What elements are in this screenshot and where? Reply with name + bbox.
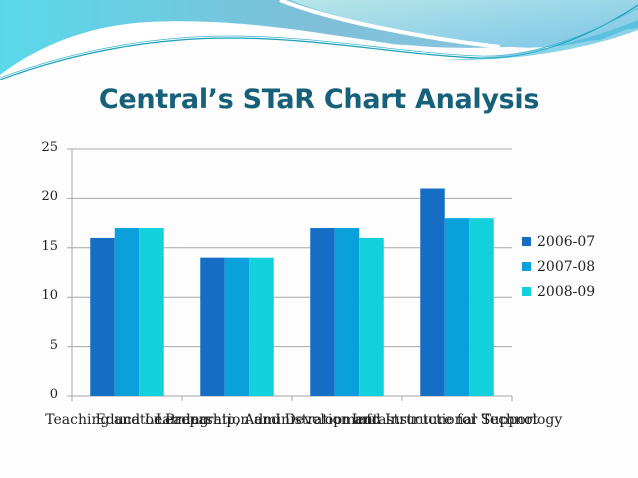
decorative-wave-banner [0,0,638,80]
legend-label: 2008-09 [537,283,596,300]
y-tick-label: 5 [49,337,58,353]
bar-2008-09 [469,218,494,396]
bar-2006-07 [90,237,115,396]
slide-title: Central’s STaR Chart Analysis [98,84,540,115]
bar-2008-09 [359,237,384,396]
legend-item-2007-08: 2007-08 [522,254,595,279]
y-tick-label: 10 [41,288,58,304]
bar-2006-07 [310,228,335,396]
legend-label: 2007-08 [537,258,596,275]
y-tick-label: 20 [41,189,58,205]
y-tick-label: 0 [49,387,58,402]
bar-2008-09 [249,257,274,396]
bar-2006-07 [420,188,445,396]
legend-item-2006-07: 2006-07 [522,229,595,254]
chart-legend: 2006-07 2007-08 2008-09 [522,229,595,304]
bar-2008-09 [139,228,164,396]
legend-label: 2006-07 [537,233,596,250]
bar-2007-08 [114,228,140,396]
x-axis-label: Leadership, Administration and Instructi… [155,412,539,428]
legend-item-2008-09: 2008-09 [522,279,595,304]
bar-2007-08 [444,218,470,396]
bar-2007-08 [224,257,250,396]
legend-swatch-icon [522,262,531,271]
bar-2007-08 [334,228,360,396]
y-tick-label: 25 [41,140,58,155]
x-axis-label: Infrastructure for Technology [351,412,563,428]
y-tick-label: 15 [41,238,58,254]
x-axis-label: Educator Preparation and Development [95,412,379,428]
bar-2006-07 [200,257,225,396]
x-axis-label: Teaching and Learning [45,412,209,428]
legend-swatch-icon [522,237,531,246]
legend-swatch-icon [522,287,531,296]
